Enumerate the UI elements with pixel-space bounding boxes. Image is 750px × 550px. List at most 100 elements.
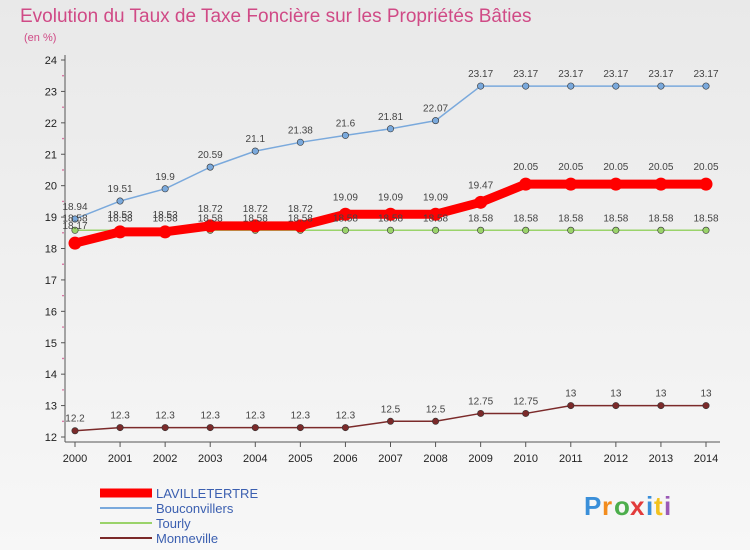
data-label-monneville: 12.3 xyxy=(336,411,356,422)
series-point-lavilletertre xyxy=(474,195,488,209)
data-label-monneville: 12.3 xyxy=(155,411,175,422)
y-tick-label: 19 xyxy=(45,212,57,224)
series-point-lavilletertre xyxy=(519,177,533,191)
series-point-monneville xyxy=(341,424,349,432)
y-minor-mark xyxy=(62,106,64,108)
data-label-bouconvillers: 21.6 xyxy=(336,118,356,129)
series-point-tourly xyxy=(657,226,665,234)
series-point-tourly xyxy=(477,226,485,234)
data-label-monneville: 12.3 xyxy=(246,411,266,422)
series-point-tourly xyxy=(386,226,394,234)
logo-letter: x xyxy=(630,491,645,521)
data-label-lavilletertre: 19.09 xyxy=(423,192,448,203)
series-point-bouconvillers xyxy=(71,215,79,223)
legend-label-monneville: Monneville xyxy=(156,531,218,546)
data-label-monneville: 12.2 xyxy=(65,414,85,425)
legend: LAVILLETERTREBouconvillersTourlyMonnevil… xyxy=(100,486,258,546)
data-label-tourly: 18.58 xyxy=(423,213,448,224)
y-tick-label: 14 xyxy=(45,369,57,381)
series-point-lavilletertre xyxy=(293,219,307,233)
series-point-bouconvillers xyxy=(206,163,214,171)
series-point-bouconvillers xyxy=(702,82,710,90)
data-label-lavilletertre: 18.72 xyxy=(198,204,223,215)
x-tick-label: 2014 xyxy=(694,453,718,465)
y-minor-mark xyxy=(62,137,64,140)
data-label-tourly: 18.58 xyxy=(62,213,87,224)
series-point-monneville xyxy=(251,424,259,432)
data-label-tourly: 18.58 xyxy=(558,213,583,224)
logo-letter: P xyxy=(584,491,601,521)
data-label-monneville: 13 xyxy=(565,389,577,400)
data-label-bouconvillers: 18.94 xyxy=(62,202,87,213)
y-tick-label: 16 xyxy=(45,306,57,318)
series-point-monneville xyxy=(477,409,485,417)
data-label-bouconvillers: 21.38 xyxy=(288,125,313,136)
data-label-monneville: 13 xyxy=(700,389,712,400)
data-label-bouconvillers: 23.17 xyxy=(558,69,583,80)
data-label-bouconvillers: 21.81 xyxy=(378,112,403,123)
data-label-lavilletertre: 20.05 xyxy=(558,162,583,173)
series-point-lavilletertre xyxy=(338,207,352,221)
logo-letter: i xyxy=(664,491,671,521)
series-point-tourly xyxy=(432,226,440,234)
data-label-tourly: 18.58 xyxy=(648,213,673,224)
series-point-lavilletertre xyxy=(113,225,127,239)
data-label-lavilletertre: 20.05 xyxy=(513,162,538,173)
series-point-bouconvillers xyxy=(657,82,665,90)
chart-subtitle: (en %) xyxy=(24,32,56,44)
series-point-monneville xyxy=(386,417,394,425)
y-minor-mark xyxy=(62,231,64,234)
series-point-bouconvillers xyxy=(477,82,485,90)
x-tick-label: 2002 xyxy=(153,453,177,465)
y-minor-mark xyxy=(62,74,64,77)
y-tick-label: 13 xyxy=(45,401,57,413)
data-labels-layer: 18.17 18.53 18.53 18.72 18.72 18.72 19.09 19.09… xyxy=(62,69,718,425)
data-label-monneville: 12.5 xyxy=(381,404,401,415)
series-point-tourly xyxy=(71,226,79,234)
data-label-lavilletertre: 18.53 xyxy=(108,210,133,221)
y-tick-label: 15 xyxy=(45,338,57,350)
series-point-lavilletertre xyxy=(203,219,217,233)
series-point-monneville xyxy=(612,402,620,410)
x-tick-label: 2013 xyxy=(649,453,673,465)
data-label-lavilletertre: 19.47 xyxy=(468,180,493,191)
data-label-tourly: 18.58 xyxy=(468,213,493,224)
series-point-monneville xyxy=(432,417,440,425)
data-label-lavilletertre: 19.09 xyxy=(333,192,358,203)
data-label-monneville: 12.3 xyxy=(200,411,220,422)
x-tick-label: 2010 xyxy=(513,453,537,465)
y-minor-mark xyxy=(62,326,64,328)
y-tick-label: 22 xyxy=(45,118,57,130)
x-tick-label: 2008 xyxy=(423,453,447,465)
legend-label-tourly: Tourly xyxy=(156,516,191,531)
series-point-bouconvillers xyxy=(522,82,530,90)
data-label-bouconvillers: 23.17 xyxy=(468,69,493,80)
series-point-lavilletertre xyxy=(158,225,172,239)
x-tick-label: 2001 xyxy=(108,453,132,465)
x-tick-label: 2009 xyxy=(468,453,492,465)
data-label-monneville: 12.75 xyxy=(513,396,538,407)
y-minor-mark xyxy=(62,357,64,360)
y-minor-mark xyxy=(62,263,64,266)
data-label-monneville: 12.3 xyxy=(291,411,311,422)
x-tick-label: 2012 xyxy=(604,453,628,465)
series-point-bouconvillers xyxy=(161,185,169,193)
data-label-bouconvillers: 23.17 xyxy=(513,69,538,80)
data-label-tourly: 18.58 xyxy=(378,213,403,224)
data-label-tourly: 18.58 xyxy=(288,213,313,224)
series-point-lavilletertre xyxy=(68,236,82,250)
series-point-tourly xyxy=(567,226,575,234)
y-minor-mark xyxy=(62,389,64,391)
data-label-tourly: 18.58 xyxy=(243,213,268,224)
data-label-bouconvillers: 19.51 xyxy=(108,184,133,195)
y-tick-label: 20 xyxy=(45,181,57,193)
y-tick-label: 18 xyxy=(45,244,57,256)
series-point-monneville xyxy=(522,409,530,417)
series-point-bouconvillers xyxy=(432,117,440,125)
x-tick-label: 2011 xyxy=(559,453,583,465)
data-label-tourly: 18.58 xyxy=(603,213,628,224)
data-label-bouconvillers: 23.17 xyxy=(648,69,673,80)
data-label-bouconvillers: 20.59 xyxy=(198,150,223,161)
series-point-monneville xyxy=(71,427,79,435)
